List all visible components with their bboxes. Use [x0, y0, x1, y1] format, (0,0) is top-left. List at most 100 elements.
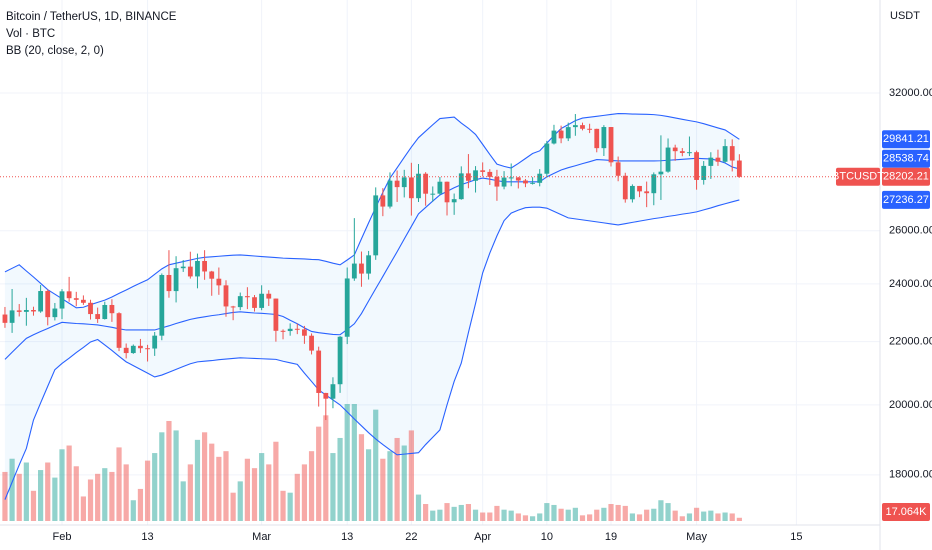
volume-bar	[102, 468, 108, 521]
price-axis-unit: USDT	[890, 10, 920, 22]
volume-bar	[708, 510, 714, 521]
candle-body	[665, 147, 671, 172]
volume-bar	[522, 515, 529, 521]
candle-body	[330, 384, 336, 399]
candle-body	[16, 310, 22, 312]
volume-label-box	[882, 503, 930, 521]
candle-body	[195, 261, 200, 277]
candle-body	[608, 127, 614, 163]
volume-bar	[665, 503, 671, 521]
candle-body	[366, 255, 371, 274]
candle-body	[66, 291, 72, 299]
volume-bar	[430, 510, 436, 521]
band-basis-label-box	[882, 149, 930, 168]
volume-bar	[130, 500, 136, 521]
band-upper	[4, 113, 740, 309]
candle-body	[401, 177, 407, 188]
candle-body	[173, 268, 179, 292]
candle-body	[351, 263, 357, 279]
volume-bar	[679, 516, 685, 521]
volume-bar	[173, 430, 179, 521]
band-lower-label: 27236.27	[883, 194, 929, 206]
candle-body	[615, 162, 621, 176]
candle-body	[408, 177, 414, 199]
volume-bar	[159, 432, 165, 521]
candle-body	[73, 298, 79, 300]
volume-bar	[344, 404, 350, 521]
volume-bar	[2, 471, 8, 521]
candle-body	[109, 304, 115, 314]
volume-bar	[480, 512, 486, 521]
volume-bar	[572, 507, 578, 521]
volume-bar	[202, 432, 208, 521]
candle-body	[52, 308, 58, 318]
candle-body	[601, 127, 607, 149]
volume-bar	[316, 426, 322, 521]
candle-body	[594, 128, 600, 149]
candle-body	[31, 310, 36, 312]
candle-body	[309, 335, 314, 351]
band-basis	[4, 157, 740, 360]
volume-bar	[729, 513, 735, 521]
candle-body	[45, 291, 51, 318]
volume-bar	[287, 492, 293, 521]
volume-bar	[551, 504, 557, 521]
candle-body	[444, 181, 450, 203]
volume-bar	[137, 488, 144, 521]
volume-bar	[636, 514, 643, 521]
symbol-label: BTCUSDT	[832, 171, 884, 183]
volume-bar	[209, 443, 215, 521]
candle-body	[537, 173, 543, 183]
volume-bar	[244, 458, 250, 521]
volume-bar	[644, 509, 650, 521]
y-tick-label: 26000.00	[889, 225, 932, 237]
volume-bar	[251, 468, 258, 521]
x-tick-label: Mar	[252, 531, 271, 543]
volume-bar	[608, 504, 614, 521]
volume-bar	[59, 449, 65, 521]
volume-bar	[565, 509, 571, 521]
volume-bar	[30, 490, 37, 521]
candle-body	[287, 328, 293, 332]
volume-bar	[123, 464, 129, 521]
y-tick-label: 18000.00	[889, 469, 932, 481]
volume-bar	[237, 481, 243, 521]
volume-bar	[651, 508, 657, 521]
volume-bar	[437, 509, 443, 521]
volume-bar	[358, 434, 365, 521]
candle-body	[736, 160, 742, 177]
volume-bar	[736, 517, 742, 521]
candle-body	[316, 350, 322, 393]
volume-bar	[351, 404, 357, 521]
candle-body	[230, 306, 236, 308]
candle-body	[130, 345, 136, 354]
candle-body	[237, 296, 243, 308]
candle-body	[223, 285, 229, 307]
volume-bar	[423, 504, 429, 521]
volume-bar	[715, 513, 721, 521]
volume-bar	[544, 503, 550, 521]
volume-bar	[45, 462, 51, 521]
candle-body	[387, 180, 393, 207]
candle-body	[373, 195, 379, 256]
x-tick-label: 13	[141, 531, 153, 543]
candle-body	[244, 296, 250, 298]
volume-bar	[494, 505, 500, 521]
candle-body	[23, 310, 29, 312]
candle-body	[380, 195, 386, 207]
volume-bar	[365, 449, 372, 521]
volume-bar	[337, 437, 343, 521]
candle-body	[88, 302, 93, 315]
band-upper-label-box	[882, 130, 930, 149]
band-lower-label-box	[882, 190, 930, 209]
candle-body	[2, 314, 8, 323]
candle-body	[451, 199, 457, 203]
x-tick-label: 13	[341, 531, 353, 543]
candle-body	[523, 180, 528, 184]
band-upper-label: 29841.21	[883, 133, 929, 145]
candle-body	[116, 313, 122, 348]
candle-body	[508, 177, 514, 179]
volume-bar	[66, 445, 72, 521]
plot-area	[0, 113, 880, 521]
